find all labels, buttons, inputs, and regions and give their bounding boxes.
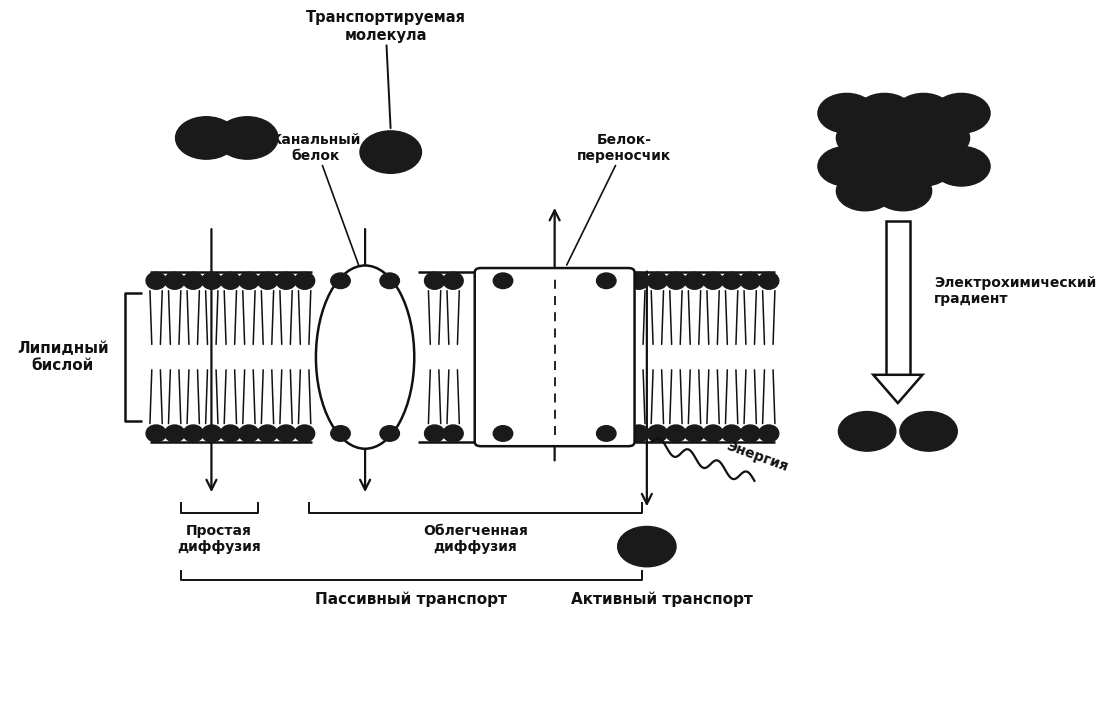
Circle shape: [818, 147, 875, 186]
Ellipse shape: [146, 425, 166, 442]
Circle shape: [818, 93, 875, 133]
Circle shape: [874, 171, 932, 211]
Text: Транспортируемая
молекула: Транспортируемая молекула: [306, 10, 466, 128]
Circle shape: [933, 93, 990, 133]
Circle shape: [895, 93, 952, 133]
Ellipse shape: [647, 272, 667, 289]
Ellipse shape: [276, 272, 296, 289]
Ellipse shape: [722, 272, 742, 289]
Ellipse shape: [201, 425, 221, 442]
Ellipse shape: [239, 425, 259, 442]
Ellipse shape: [596, 426, 616, 441]
Ellipse shape: [758, 425, 778, 442]
Text: Электрохимический
градиент: Электрохимический градиент: [934, 276, 1096, 306]
Circle shape: [838, 412, 896, 451]
Ellipse shape: [425, 272, 445, 289]
Circle shape: [836, 171, 894, 211]
Ellipse shape: [443, 272, 464, 289]
Ellipse shape: [183, 425, 203, 442]
Ellipse shape: [494, 273, 513, 288]
Ellipse shape: [330, 273, 350, 288]
Ellipse shape: [703, 272, 723, 289]
Text: Активный транспорт: Активный транспорт: [572, 591, 753, 607]
Ellipse shape: [380, 273, 399, 288]
Ellipse shape: [596, 273, 616, 288]
Circle shape: [900, 412, 957, 451]
Ellipse shape: [741, 425, 761, 442]
Ellipse shape: [201, 272, 221, 289]
Ellipse shape: [183, 272, 203, 289]
Polygon shape: [873, 375, 923, 403]
Ellipse shape: [741, 272, 761, 289]
Polygon shape: [885, 221, 910, 375]
Ellipse shape: [380, 426, 399, 441]
Ellipse shape: [276, 425, 296, 442]
Ellipse shape: [146, 272, 166, 289]
Ellipse shape: [239, 272, 259, 289]
Ellipse shape: [494, 426, 513, 441]
Text: Облегченная
диффузия: Облегченная диффузия: [423, 524, 528, 554]
Circle shape: [895, 147, 952, 186]
Ellipse shape: [165, 425, 185, 442]
Circle shape: [217, 117, 278, 159]
FancyBboxPatch shape: [475, 268, 635, 446]
Ellipse shape: [425, 425, 445, 442]
Ellipse shape: [666, 425, 686, 442]
Ellipse shape: [258, 425, 278, 442]
Ellipse shape: [628, 425, 648, 442]
Ellipse shape: [628, 272, 648, 289]
Circle shape: [933, 147, 990, 186]
Ellipse shape: [685, 425, 705, 442]
Text: Пассивный транспорт: Пассивный транспорт: [315, 591, 507, 607]
Ellipse shape: [758, 272, 778, 289]
Ellipse shape: [703, 425, 723, 442]
Circle shape: [874, 118, 932, 158]
Text: Энергия: Энергия: [724, 439, 790, 473]
Ellipse shape: [647, 425, 667, 442]
Ellipse shape: [443, 425, 464, 442]
Ellipse shape: [295, 425, 315, 442]
Ellipse shape: [220, 425, 240, 442]
Text: Белок-
переносчик: Белок- переносчик: [567, 132, 672, 265]
Ellipse shape: [722, 425, 742, 442]
Circle shape: [617, 526, 676, 567]
Ellipse shape: [258, 272, 278, 289]
Ellipse shape: [220, 272, 240, 289]
Circle shape: [836, 118, 894, 158]
Circle shape: [176, 117, 237, 159]
Ellipse shape: [295, 272, 315, 289]
Text: Простая
диффузия: Простая диффузия: [177, 524, 261, 554]
Circle shape: [360, 131, 421, 173]
Ellipse shape: [316, 266, 415, 449]
Ellipse shape: [685, 272, 705, 289]
Text: Липидный
бислой: Липидный бислой: [17, 341, 109, 373]
Circle shape: [856, 147, 913, 186]
Text: Канальный
белок: Канальный белок: [270, 132, 361, 265]
Ellipse shape: [330, 426, 350, 441]
Circle shape: [912, 118, 970, 158]
Ellipse shape: [165, 272, 185, 289]
Circle shape: [856, 93, 913, 133]
Ellipse shape: [666, 272, 686, 289]
